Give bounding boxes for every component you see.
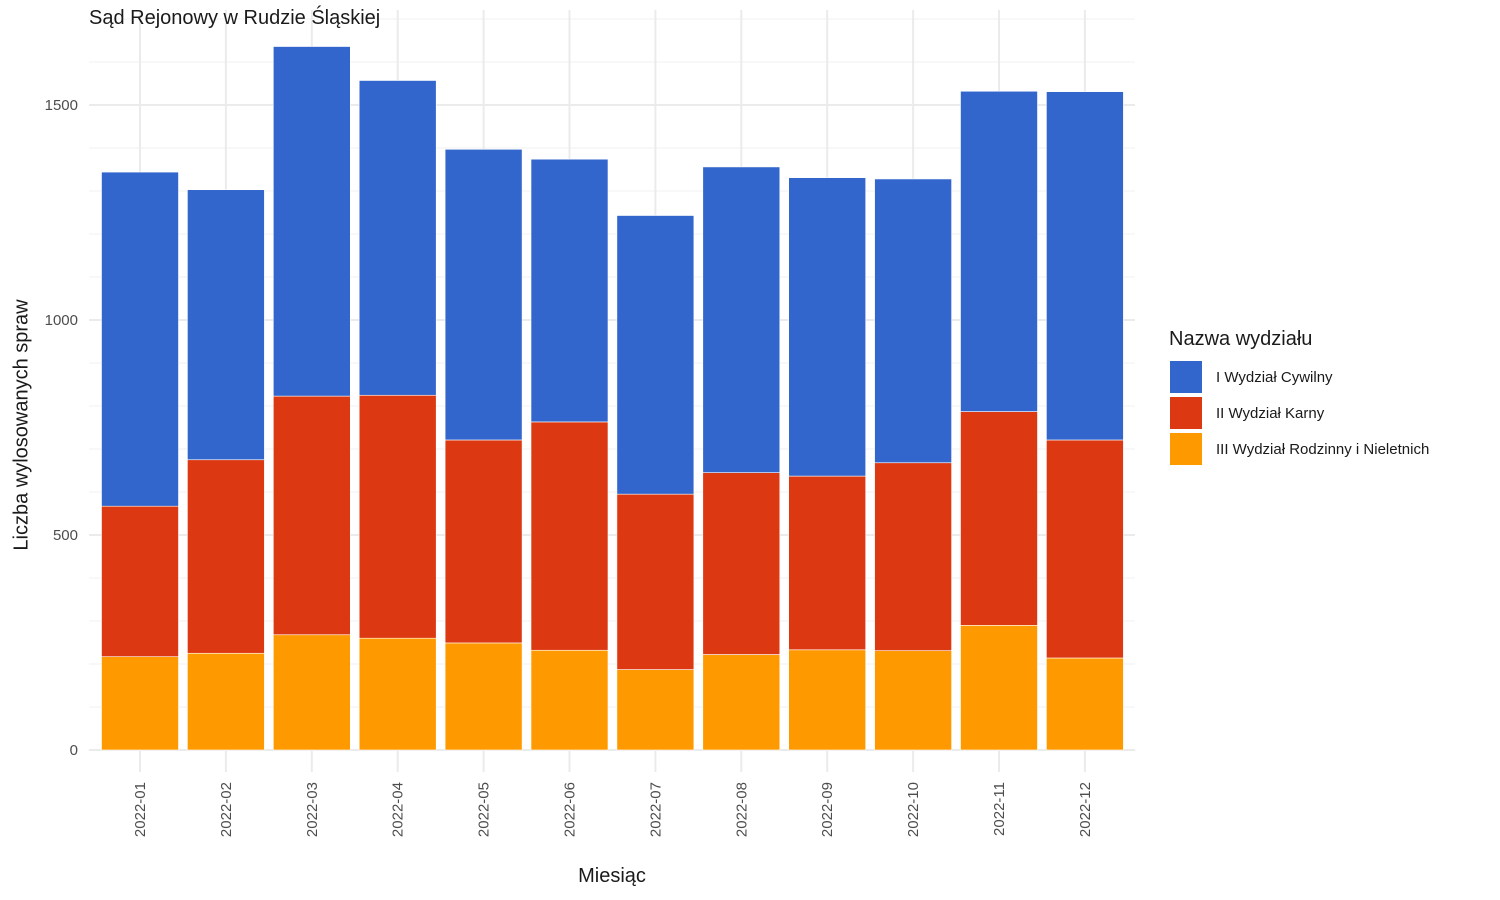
bar-segment: [101, 171, 179, 507]
x-tick-label: 2022-05: [476, 782, 493, 837]
bar-segment: [874, 462, 952, 651]
bar-segment: [616, 493, 695, 670]
x-tick-labels: 2022-01 2022-02 2022-03 2022-04 2022-05 2022-…: [132, 782, 1094, 837]
y-tick-label: 1500: [45, 97, 78, 114]
bar-segment: [444, 148, 523, 441]
bar-segment: [788, 475, 867, 651]
bar-segment: [272, 46, 351, 397]
legend-item: III Wydział Rodzinny i Nieletnich: [1169, 431, 1429, 467]
x-tick-label: 2022-07: [647, 782, 664, 837]
bar-segment: [1046, 657, 1124, 751]
x-axis-label: Miesiąc: [578, 865, 646, 887]
bar-segment: [187, 189, 265, 461]
bar-segment: [1046, 439, 1124, 659]
bar-segment: [358, 394, 437, 639]
chart-title: Sąd Rejonowy w Rudzie Śląskiej: [89, 7, 381, 29]
y-axis-label: Liczba wylosowanych spraw: [10, 299, 33, 551]
bar-segment: [874, 650, 952, 751]
bar-segment: [788, 649, 867, 751]
x-tick-label: 2022-11: [991, 782, 1008, 836]
bar-segment: [187, 459, 265, 654]
bar-segment: [960, 90, 1038, 412]
x-tick-label: 2022-09: [819, 782, 836, 837]
y-tick-label: 0: [70, 742, 78, 759]
legend-color-key: [1169, 432, 1203, 466]
x-tick-label: 2022-02: [218, 782, 235, 837]
bar-segment: [874, 178, 952, 464]
x-tick-label: 2022-12: [1077, 782, 1094, 837]
legend-label: I Wydział Cywilny: [1216, 368, 1333, 386]
bar-segment: [444, 439, 523, 644]
legend-color-key: [1169, 360, 1203, 394]
x-tick-label: 2022-06: [562, 782, 579, 837]
x-tick-label: 2022-08: [733, 782, 750, 837]
bar-segment: [187, 652, 265, 751]
x-tick-label: 2022-01: [132, 782, 149, 837]
bar-segment: [101, 505, 179, 657]
bar-segment: [960, 624, 1038, 751]
y-tick-labels: 0 500 1000 1500: [45, 97, 78, 759]
bar-segment: [530, 649, 609, 751]
bar-segment: [702, 472, 781, 655]
bar-segment: [616, 669, 695, 751]
x-tick-label: 2022-03: [304, 782, 321, 837]
bar-segment: [358, 80, 437, 396]
legend-item: I Wydział Cywilny: [1169, 359, 1429, 395]
bar-segment: [358, 637, 437, 751]
bar-segment: [788, 177, 867, 477]
bar-segment: [530, 158, 609, 423]
bar-segment: [1046, 91, 1124, 441]
legend-item: II Wydział Karny: [1169, 395, 1429, 431]
y-tick-label: 1000: [45, 312, 78, 329]
legend-label: III Wydział Rodzinny i Nieletnich: [1216, 440, 1430, 458]
legend: Nazwa wydziału I Wydział Cywilny II Wydzi…: [1169, 328, 1429, 467]
bar-segments: [101, 46, 1124, 751]
legend-color-key: [1169, 396, 1203, 430]
legend-title: Nazwa wydziału: [1169, 328, 1313, 350]
bar-segment: [272, 634, 351, 751]
x-tick-label: 2022-10: [905, 782, 922, 837]
bar-segment: [960, 411, 1038, 626]
bar-segment: [272, 395, 351, 636]
legend-label: II Wydział Karny: [1216, 404, 1325, 422]
bar-segment: [616, 215, 695, 495]
bar-segment: [530, 421, 609, 651]
legend-items: I Wydział Cywilny II Wydział Karny III Wyd…: [1169, 359, 1429, 467]
bar-segment: [101, 656, 179, 751]
bar-segment: [702, 166, 781, 473]
y-tick-label: 500: [53, 527, 78, 544]
bar-segment: [444, 642, 523, 751]
x-tick-label: 2022-04: [390, 782, 407, 837]
bar-segment: [702, 654, 781, 751]
